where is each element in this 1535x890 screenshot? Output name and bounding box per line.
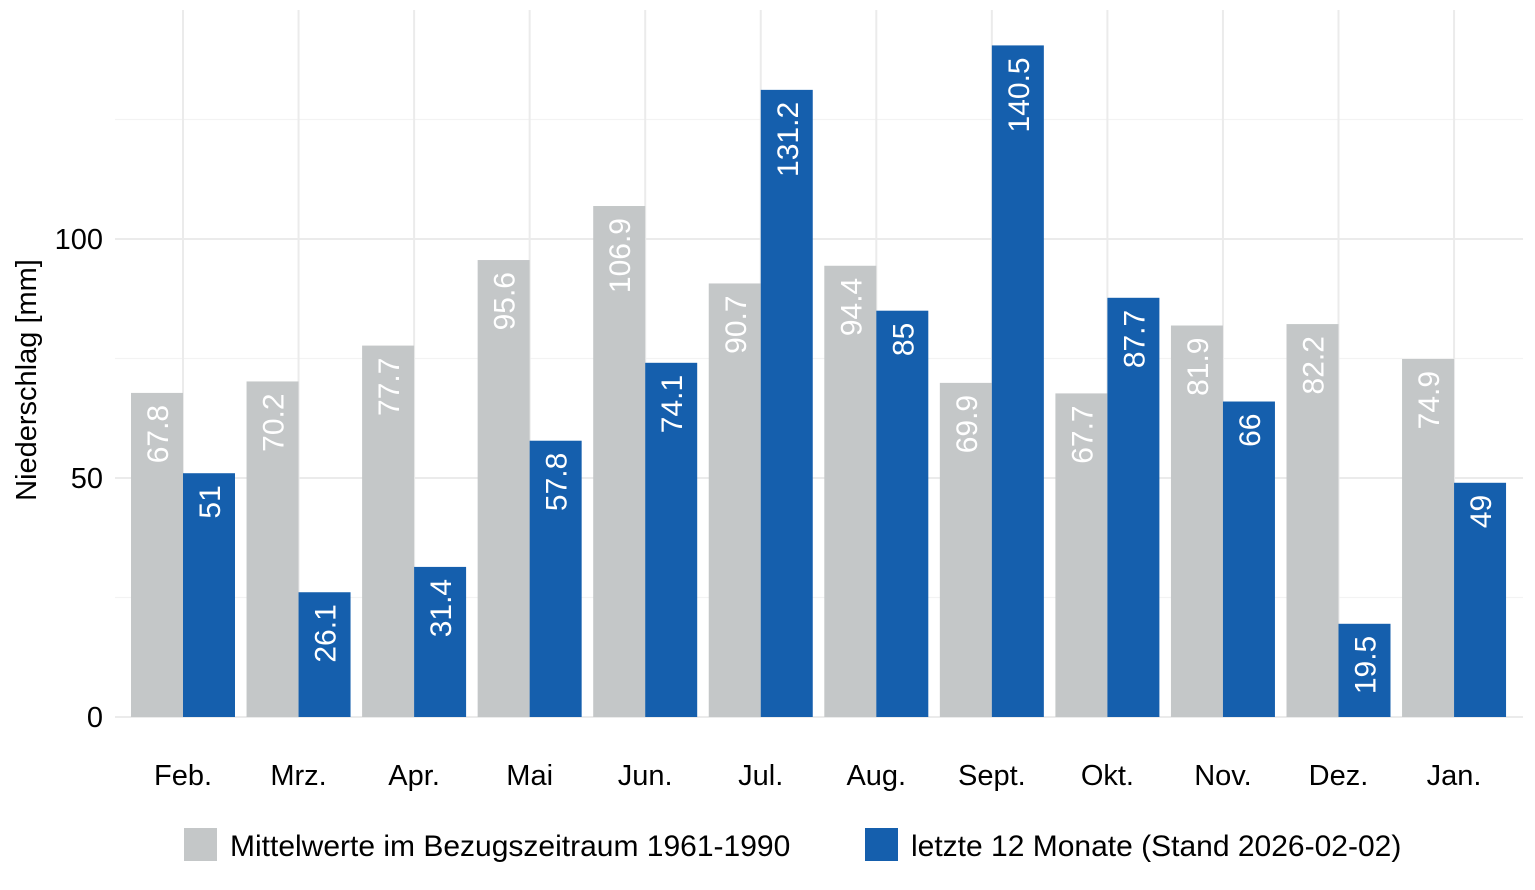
bar-value-label: 77.7 (373, 358, 406, 416)
bar-value-label: 26.1 (310, 604, 343, 662)
y-axis-title: Niederschlag [mm] (11, 259, 43, 501)
x-tick-label: Aug. (846, 760, 906, 792)
x-tick-label: Mrz. (270, 760, 326, 792)
legend-swatch-reference (184, 828, 217, 861)
bar-reference (246, 381, 299, 717)
bar-recent (876, 310, 929, 717)
bar-value-label: 87.7 (1118, 310, 1151, 368)
bar-value-label: 131.2 (772, 102, 805, 177)
bar-reference (131, 392, 183, 717)
x-tick-label: Feb. (154, 760, 212, 792)
bar-reference (477, 260, 530, 717)
legend-label-reference: Mittelwerte im Bezugszeitraum 1961-1990 (230, 830, 790, 863)
bar-recent (1107, 297, 1160, 717)
bar-value-label: 106.9 (604, 218, 637, 293)
bar-reference (1286, 324, 1339, 717)
bar-reference (362, 345, 415, 717)
bar-value-label: 90.7 (720, 295, 753, 353)
bar-value-label: 66 (1234, 414, 1267, 447)
bar-reference (1402, 358, 1455, 717)
bar-value-label: 70.2 (258, 393, 291, 451)
bars: 67.8 70.2 77.7 95.6 106.9 90.7 94.4 69.9 67.7 81.… (131, 45, 1507, 718)
bar-value-label: 67.8 (142, 405, 175, 463)
bar-value-label: 82.2 (1298, 336, 1331, 394)
bar-recent (183, 473, 235, 717)
bar-value-label: 67.7 (1066, 405, 1099, 463)
x-tick-label: Mai (506, 760, 553, 792)
bar-reference (708, 283, 761, 717)
bar-recent (1222, 401, 1275, 717)
bar-recent (991, 45, 1044, 718)
y-tick-label: 100 (55, 224, 103, 256)
bar-recent (414, 566, 467, 717)
bar-reference (1170, 325, 1223, 717)
bar-reference (593, 206, 646, 717)
bar-value-label: 69.9 (951, 395, 984, 453)
bar-value-label: 51 (194, 485, 227, 518)
x-tick-label: Jul. (738, 760, 783, 792)
x-tick-label: Nov. (1194, 760, 1251, 792)
x-tick-label: Sept. (958, 760, 1026, 792)
x-tick-label: Jun. (618, 760, 673, 792)
bar-value-label: 140.5 (1003, 57, 1036, 132)
bar-value-label: 57.8 (541, 453, 574, 511)
legend-swatch-recent (865, 828, 898, 861)
x-tick-label: Jan. (1427, 760, 1482, 792)
bar-value-label: 49 (1465, 495, 1498, 528)
bar-value-label: 94.4 (835, 278, 868, 336)
bar-value-label: 74.9 (1413, 371, 1446, 429)
bar-reference (824, 265, 877, 717)
legend: Mittelwerte im Bezugszeitraum 1961-1990 … (184, 828, 1401, 863)
bar-recent (760, 89, 813, 717)
bar-recent (1454, 482, 1507, 717)
y-axis-ticks: 0 50 100 (55, 224, 103, 734)
bar-value-label: 74.1 (656, 375, 689, 433)
bar-value-label: 95.6 (489, 272, 522, 330)
bar-value-label: 85 (887, 323, 920, 356)
y-tick-label: 50 (71, 463, 103, 495)
bar-recent (1338, 623, 1391, 717)
bar-recent (529, 440, 582, 717)
bar-reference (939, 382, 992, 717)
y-tick-label: 0 (87, 702, 103, 734)
bar-recent (645, 362, 698, 717)
x-tick-label: Okt. (1081, 760, 1134, 792)
x-tick-label: Apr. (388, 760, 440, 792)
legend-label-recent: letzte 12 Monate (Stand 2026-02-02) (911, 830, 1401, 863)
bar-recent (298, 592, 351, 717)
bar-value-label: 19.5 (1350, 636, 1383, 694)
x-axis-ticks: Feb. Mrz. Apr. Mai Jun. Jul. Aug. Sept. Okt. Nov.… (154, 760, 1481, 792)
x-tick-label: Dez. (1309, 760, 1369, 792)
bar-reference (1055, 393, 1108, 717)
bar-value-label: 31.4 (425, 579, 458, 637)
bar-value-label: 81.9 (1182, 338, 1215, 396)
